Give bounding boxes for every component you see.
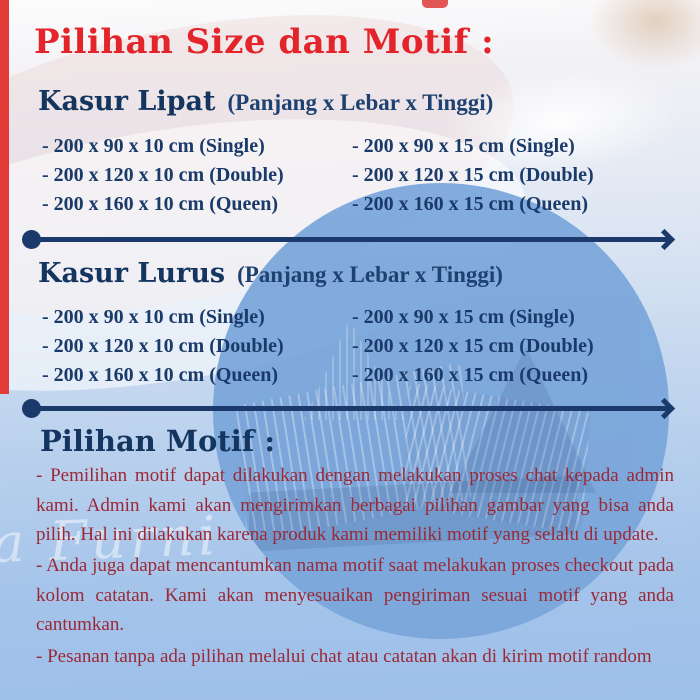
list-item: - 200 x 90 x 10 cm (Single) (42, 306, 265, 328)
list-item: - 200 x 90 x 15 cm (Single) (352, 135, 575, 157)
arrow-right-icon (22, 397, 676, 420)
list-item: - 200 x 160 x 15 cm (Queen) (352, 193, 589, 215)
arrow-start-dot (22, 230, 41, 249)
motif-section-heading: Pilihan Motif : (40, 424, 276, 458)
motif-paragraph: - Pemilihan motif dapat dilakukan dengan… (36, 465, 674, 545)
section-dimension-note: (Panjang x Lebar x Tinggi) (237, 262, 503, 287)
size-column-15cm: - 200 x 90 x 15 cm (Single) - 200 x 120 … (352, 303, 594, 390)
section-dimension-note: (Panjang x Lebar x Tinggi) (227, 90, 494, 115)
section-heading-kasur-lurus: Kasur Lurus (Panjang x Lebar x Tinggi) (38, 258, 503, 289)
list-item: - 200 x 90 x 15 cm (Single) (352, 306, 575, 328)
motif-paragraph: - Anda juga dapat mencantumkan nama moti… (36, 555, 674, 635)
list-item: - 200 x 120 x 10 cm (Double) (42, 335, 284, 357)
list-item: - 200 x 160 x 10 cm (Queen) (42, 364, 279, 386)
section-heading-kasur-lipat: Kasur Lipat (Panjang x Lebar x Tinggi) (38, 86, 493, 117)
list-item: - 200 x 160 x 15 cm (Queen) (352, 364, 589, 386)
list-item: - 200 x 90 x 10 cm (Single) (42, 135, 265, 157)
red-accent-bar (0, 0, 9, 394)
mattress-photo-circle (213, 183, 669, 639)
list-item: - 200 x 160 x 10 cm (Queen) (42, 193, 279, 215)
size-column-10cm: - 200 x 90 x 10 cm (Single) - 200 x 120 … (42, 303, 284, 390)
list-item: - 200 x 120 x 15 cm (Double) (352, 164, 594, 186)
list-item: - 200 x 120 x 10 cm (Double) (42, 164, 284, 186)
arrow-right-icon (22, 228, 676, 251)
size-column-15cm: - 200 x 90 x 15 cm (Single) - 200 x 120 … (352, 132, 594, 219)
arrow-start-dot (22, 399, 41, 418)
section-title: Kasur Lurus (38, 258, 226, 289)
section-title: Kasur Lipat (38, 86, 216, 117)
red-photo-sliver (422, 0, 448, 8)
motif-paragraph: - Pesanan tanpa ada pilihan melalui chat… (36, 646, 652, 667)
size-column-10cm: - 200 x 90 x 10 cm (Single) - 200 x 120 … (42, 132, 284, 219)
arrow-head (653, 228, 676, 251)
page-title: Pilihan Size dan Motif : (34, 22, 495, 62)
list-item: - 200 x 120 x 15 cm (Double) (352, 335, 594, 357)
